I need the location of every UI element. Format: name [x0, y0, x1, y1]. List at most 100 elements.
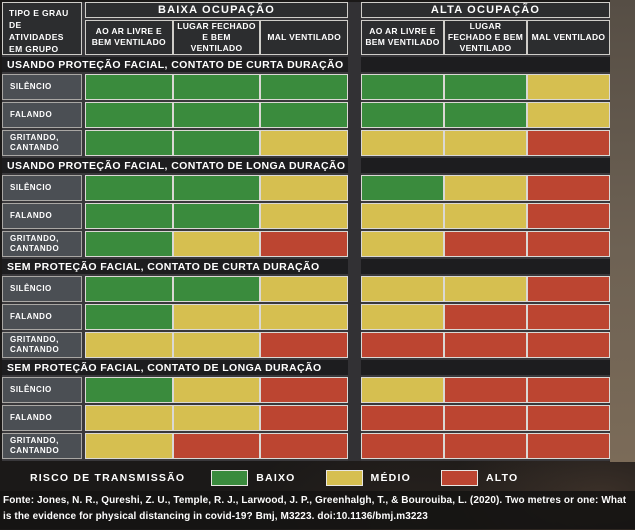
legend-label: ALTO — [485, 472, 519, 484]
row-cells-alta-ocupacao — [361, 332, 610, 358]
baixo-color-swatch — [211, 470, 249, 486]
row-label: FALANDO — [2, 102, 82, 128]
risk-cell-medio — [85, 405, 173, 431]
risk-cell-baixo — [85, 377, 173, 403]
row-label: GRITANDO, CANTANDO — [2, 332, 82, 358]
row-cells-alta-ocupacao — [361, 102, 610, 128]
section-title: USANDO PROTEÇÃO FACIAL, CONTATO DE LONGA… — [2, 158, 610, 173]
table-row: FALANDO — [2, 203, 610, 229]
column-header: LUGAR FECHADO E BEM VENTILADO — [172, 19, 261, 55]
risk-cell-medio — [361, 231, 444, 257]
risk-cell-alto — [260, 405, 349, 431]
risk-section: USANDO PROTEÇÃO FACIAL, CONTATO DE CURTA… — [2, 57, 610, 156]
risk-cell-baixo — [85, 304, 173, 330]
risk-cell-alto — [444, 231, 527, 257]
risk-cell-alto — [527, 130, 610, 156]
risk-cell-alto — [527, 433, 610, 459]
row-label: GRITANDO, CANTANDO — [2, 130, 82, 156]
risk-cell-medio — [361, 276, 444, 302]
risk-cell-alto — [527, 175, 610, 201]
row-cells-alta-ocupacao — [361, 405, 610, 431]
risk-cell-baixo — [85, 175, 173, 201]
legend-title: RISCO DE TRANSMISSÃO — [30, 472, 186, 484]
risk-section: USANDO PROTEÇÃO FACIAL, CONTATO DE LONGA… — [2, 158, 610, 257]
row-label: SILÊNCIO — [2, 175, 82, 201]
risk-cell-alto — [444, 433, 527, 459]
risk-cell-alto — [260, 433, 349, 459]
risk-cell-medio — [527, 102, 610, 128]
corner-header-cell: TIPO E GRAU DE ATIVIDADES EM GRUPO — [2, 2, 82, 55]
risk-cell-alto — [260, 377, 349, 403]
risk-cell-alto — [527, 377, 610, 403]
risk-cell-baixo — [260, 102, 349, 128]
risk-cell-medio — [260, 130, 349, 156]
row-cells-alta-ocupacao — [361, 175, 610, 201]
risk-cell-baixo — [172, 276, 261, 302]
legend-label: MÉDIO — [370, 472, 411, 484]
risk-cell-alto — [527, 304, 610, 330]
column-header: MAL VENTILADO — [260, 19, 349, 55]
section-title: SEM PROTEÇÃO FACIAL, CONTATO DE CURTA DU… — [2, 259, 610, 274]
risk-cell-alto — [361, 405, 444, 431]
risk-cell-baixo — [85, 102, 173, 128]
risk-cell-baixo — [85, 231, 173, 257]
risk-cell-medio — [172, 377, 261, 403]
table-row: GRITANDO, CANTANDO — [2, 332, 610, 358]
risk-cell-medio — [172, 304, 261, 330]
table-header: TIPO E GRAU DE ATIVIDADES EM GRUPO BAIXA… — [2, 2, 610, 55]
row-cells-baixa-ocupacao — [85, 130, 349, 156]
table-row: FALANDO — [2, 102, 610, 128]
risk-section: SEM PROTEÇÃO FACIAL, CONTATO DE LONGA DU… — [2, 360, 610, 459]
risk-cell-alto — [527, 231, 610, 257]
table-row: FALANDO — [2, 304, 610, 330]
row-label: FALANDO — [2, 203, 82, 229]
risk-cell-baixo — [85, 203, 173, 229]
risk-cell-medio — [444, 203, 527, 229]
section-title: USANDO PROTEÇÃO FACIAL, CONTATO DE CURTA… — [2, 57, 610, 72]
risk-cell-baixo — [361, 74, 444, 100]
risk-cell-alto — [444, 405, 527, 431]
table-body: USANDO PROTEÇÃO FACIAL, CONTATO DE CURTA… — [2, 57, 610, 459]
risk-cell-medio — [260, 304, 349, 330]
risk-cell-baixo — [85, 130, 173, 156]
risk-cell-baixo — [260, 74, 349, 100]
row-cells-baixa-ocupacao — [85, 203, 349, 229]
row-cells-baixa-ocupacao — [85, 231, 349, 257]
row-cells-alta-ocupacao — [361, 130, 610, 156]
risk-cell-alto — [527, 276, 610, 302]
column-header: AO AR LIVRE E BEM VENTILADO — [361, 19, 444, 55]
group-title-baixa-ocupacao: BAIXA OCUPAÇÃO — [85, 2, 348, 18]
risk-cell-alto — [361, 332, 444, 358]
risk-cell-alto — [527, 332, 610, 358]
row-label: FALANDO — [2, 304, 82, 330]
risk-cell-medio — [444, 130, 527, 156]
risk-cell-medio — [260, 203, 349, 229]
risk-cell-baixo — [444, 102, 527, 128]
risk-cell-baixo — [85, 276, 173, 302]
row-cells-baixa-ocupacao — [85, 433, 349, 459]
risk-cell-baixo — [444, 74, 527, 100]
risk-cell-alto — [361, 433, 444, 459]
row-cells-alta-ocupacao — [361, 433, 610, 459]
risk-cell-medio — [85, 332, 173, 358]
legend-item-alto: ALTO — [440, 470, 519, 486]
risk-cell-medio — [260, 276, 349, 302]
row-cells-alta-ocupacao — [361, 304, 610, 330]
risk-cell-medio — [527, 74, 610, 100]
risk-cell-baixo — [172, 130, 261, 156]
risk-cell-medio — [260, 175, 349, 201]
row-cells-alta-ocupacao — [361, 74, 610, 100]
risk-cell-medio — [85, 433, 173, 459]
risk-cell-medio — [172, 332, 261, 358]
risk-cell-medio — [361, 377, 444, 403]
column-group-baixa-ocupacao: BAIXA OCUPAÇÃO AO AR LIVRE E BEM VENTILA… — [85, 2, 349, 55]
risk-section: SEM PROTEÇÃO FACIAL, CONTATO DE CURTA DU… — [2, 259, 610, 358]
row-cells-alta-ocupacao — [361, 276, 610, 302]
risk-cell-baixo — [172, 203, 261, 229]
row-cells-baixa-ocupacao — [85, 102, 349, 128]
row-label: SILÊNCIO — [2, 377, 82, 403]
risk-cell-baixo — [85, 74, 173, 100]
risk-cell-medio — [172, 231, 261, 257]
legend-item-medio: MÉDIO — [325, 470, 411, 486]
